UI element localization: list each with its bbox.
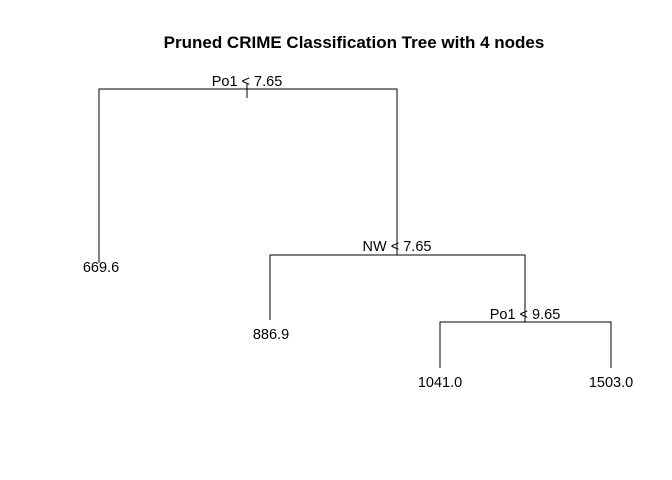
split-label-root: Po1 < 7.65 [212,74,283,90]
split-label-2: NW < 7.65 [363,239,432,255]
split-2-branch [269,254,526,322]
chart-title: Pruned CRIME Classification Tree with 4 … [164,33,545,52]
leaf-label-4: 1503.0 [589,375,633,391]
root-branch [98,88,398,263]
split-node-3: Po1 < 9.65 [439,307,612,368]
split-node-2: NW < 7.65 [269,239,526,322]
leaf-label-2: 886.9 [253,327,289,343]
split-3-branch [439,321,612,368]
split-node-root: Po1 < 7.65 [98,74,398,263]
split-label-3: Po1 < 9.65 [490,307,561,323]
leaf-label-1: 669.6 [83,260,119,276]
leaf-label-3: 1041.0 [418,375,462,391]
